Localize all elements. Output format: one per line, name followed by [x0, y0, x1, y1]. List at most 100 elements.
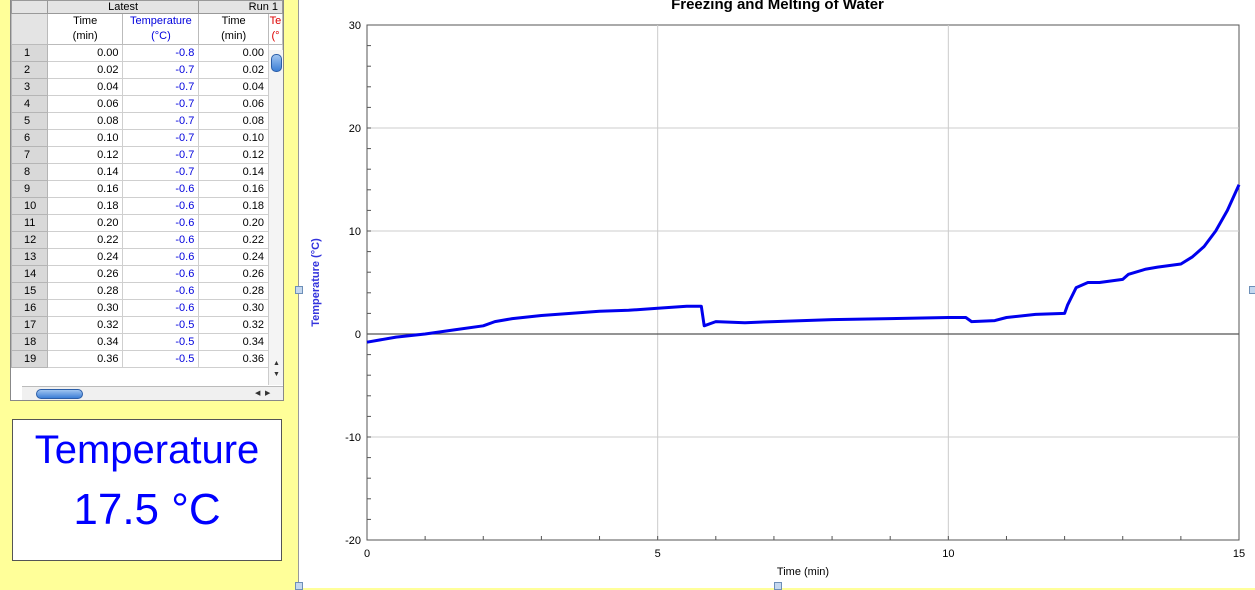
- row-number[interactable]: 11: [11, 214, 48, 232]
- scroll-up-arrow-icon[interactable]: ▲: [273, 360, 280, 367]
- scroll-right-arrow-icon[interactable]: ▶: [265, 390, 271, 397]
- time-latest-cell[interactable]: 0.08: [46, 112, 124, 130]
- row-number[interactable]: 17: [11, 316, 48, 334]
- row-number[interactable]: 5: [11, 112, 48, 130]
- temperature-latest-cell[interactable]: -0.6: [122, 299, 200, 317]
- resize-handle-left[interactable]: [295, 286, 303, 294]
- temperature-latest-cell[interactable]: -0.6: [122, 282, 200, 300]
- time-run1-cell[interactable]: 0.26: [198, 265, 269, 283]
- resize-handle-bottom-left[interactable]: [295, 582, 303, 590]
- y-tick-label: 0: [355, 329, 361, 341]
- column-header-time-run1[interactable]: Time (min): [198, 13, 269, 45]
- horizontal-scrollbar[interactable]: ◀ ▶: [22, 386, 283, 400]
- time-latest-cell[interactable]: 0.28: [46, 282, 124, 300]
- time-latest-cell[interactable]: 0.20: [46, 214, 124, 232]
- row-number[interactable]: 2: [11, 61, 48, 79]
- time-latest-cell[interactable]: 0.26: [46, 265, 124, 283]
- time-run1-cell[interactable]: 0.18: [198, 197, 269, 215]
- temperature-latest-cell[interactable]: -0.7: [122, 146, 200, 164]
- time-latest-cell[interactable]: 0.16: [46, 180, 124, 198]
- row-number[interactable]: 14: [11, 265, 48, 283]
- table-row: 9 0.16 -0.6 0.16: [11, 180, 283, 198]
- column-header-time-latest[interactable]: Time (min): [46, 13, 124, 45]
- row-number[interactable]: 7: [11, 146, 48, 164]
- temperature-latest-cell[interactable]: -0.5: [122, 333, 200, 351]
- temperature-latest-cell[interactable]: -0.7: [122, 61, 200, 79]
- time-latest-cell[interactable]: 0.04: [46, 78, 124, 96]
- column-header-temperature-run1[interactable]: Te (°: [267, 13, 283, 45]
- table-row: 8 0.14 -0.7 0.14: [11, 163, 283, 181]
- y-tick-label: -20: [345, 535, 361, 547]
- time-run1-cell[interactable]: 0.06: [198, 95, 269, 113]
- time-latest-cell[interactable]: 0.24: [46, 248, 124, 266]
- time-run1-cell[interactable]: 0.34: [198, 333, 269, 351]
- time-latest-cell[interactable]: 0.02: [46, 61, 124, 79]
- row-number[interactable]: 15: [11, 282, 48, 300]
- row-number[interactable]: 6: [11, 129, 48, 147]
- temperature-latest-cell[interactable]: -0.7: [122, 95, 200, 113]
- scroll-left-arrow-icon[interactable]: ◀: [255, 390, 261, 397]
- temperature-latest-cell[interactable]: -0.6: [122, 265, 200, 283]
- time-run1-cell[interactable]: 0.02: [198, 61, 269, 79]
- row-number[interactable]: 18: [11, 333, 48, 351]
- vertical-scroll-thumb[interactable]: [271, 54, 282, 72]
- time-run1-cell[interactable]: 0.22: [198, 231, 269, 249]
- time-run1-cell[interactable]: 0.32: [198, 316, 269, 334]
- temperature-latest-cell[interactable]: -0.7: [122, 112, 200, 130]
- temperature-latest-cell[interactable]: -0.5: [122, 350, 200, 368]
- time-run1-cell[interactable]: 0.16: [198, 180, 269, 198]
- temperature-chart[interactable]: 0 5 10 15 -20 -10 0 10 20 30 Time (min) Temperature…: [299, 0, 1255, 588]
- temperature-latest-cell[interactable]: -0.7: [122, 163, 200, 181]
- temperature-latest-cell[interactable]: -0.7: [122, 78, 200, 96]
- resize-handle-bottom[interactable]: [774, 582, 782, 590]
- time-latest-cell[interactable]: 0.30: [46, 299, 124, 317]
- time-run1-cell[interactable]: 0.04: [198, 78, 269, 96]
- time-run1-cell[interactable]: 0.14: [198, 163, 269, 181]
- horizontal-scroll-thumb[interactable]: [36, 389, 83, 399]
- column-header-temperature-latest[interactable]: Temperature (°C): [122, 13, 200, 45]
- temperature-latest-cell[interactable]: -0.6: [122, 214, 200, 232]
- row-number[interactable]: 1: [11, 44, 48, 62]
- temperature-latest-cell[interactable]: -0.6: [122, 248, 200, 266]
- time-run1-cell[interactable]: 0.28: [198, 282, 269, 300]
- row-number[interactable]: 16: [11, 299, 48, 317]
- row-number[interactable]: 19: [11, 350, 48, 368]
- temperature-latest-cell[interactable]: -0.7: [122, 129, 200, 147]
- time-run1-cell[interactable]: 0.10: [198, 129, 269, 147]
- time-run1-cell[interactable]: 0.30: [198, 299, 269, 317]
- time-latest-cell[interactable]: 0.18: [46, 197, 124, 215]
- time-latest-cell[interactable]: 0.00: [46, 44, 124, 62]
- row-number[interactable]: 8: [11, 163, 48, 181]
- time-latest-cell[interactable]: 0.10: [46, 129, 124, 147]
- row-number[interactable]: 4: [11, 95, 48, 113]
- graph-panel[interactable]: Freezing and Melting of Water 0 5 10 15 -20 -…: [298, 0, 1255, 588]
- row-number[interactable]: 13: [11, 248, 48, 266]
- resize-handle-right[interactable]: [1249, 286, 1255, 294]
- scroll-down-arrow-icon[interactable]: ▼: [273, 371, 280, 378]
- temperature-latest-cell[interactable]: -0.5: [122, 316, 200, 334]
- time-run1-cell[interactable]: 0.24: [198, 248, 269, 266]
- time-run1-cell[interactable]: 0.12: [198, 146, 269, 164]
- temperature-latest-cell[interactable]: -0.6: [122, 197, 200, 215]
- row-number[interactable]: 9: [11, 180, 48, 198]
- time-latest-cell[interactable]: 0.12: [46, 146, 124, 164]
- time-latest-cell[interactable]: 0.06: [46, 95, 124, 113]
- time-latest-cell[interactable]: 0.36: [46, 350, 124, 368]
- temperature-latest-cell[interactable]: -0.6: [122, 231, 200, 249]
- row-number[interactable]: 12: [11, 231, 48, 249]
- time-latest-cell[interactable]: 0.22: [46, 231, 124, 249]
- time-run1-cell[interactable]: 0.00: [198, 44, 269, 62]
- time-run1-cell[interactable]: 0.20: [198, 214, 269, 232]
- time-latest-cell[interactable]: 0.14: [46, 163, 124, 181]
- corner-cell: [11, 0, 48, 14]
- time-latest-cell[interactable]: 0.34: [46, 333, 124, 351]
- row-number[interactable]: 10: [11, 197, 48, 215]
- time-run1-cell[interactable]: 0.08: [198, 112, 269, 130]
- time-latest-cell[interactable]: 0.32: [46, 316, 124, 334]
- vertical-scrollbar[interactable]: ▲ ▼: [268, 50, 283, 385]
- temperature-latest-cell[interactable]: -0.6: [122, 180, 200, 198]
- time-run1-cell[interactable]: 0.36: [198, 350, 269, 368]
- row-number[interactable]: 3: [11, 78, 48, 96]
- header-name: Time: [73, 15, 98, 27]
- temperature-latest-cell[interactable]: -0.8: [122, 44, 200, 62]
